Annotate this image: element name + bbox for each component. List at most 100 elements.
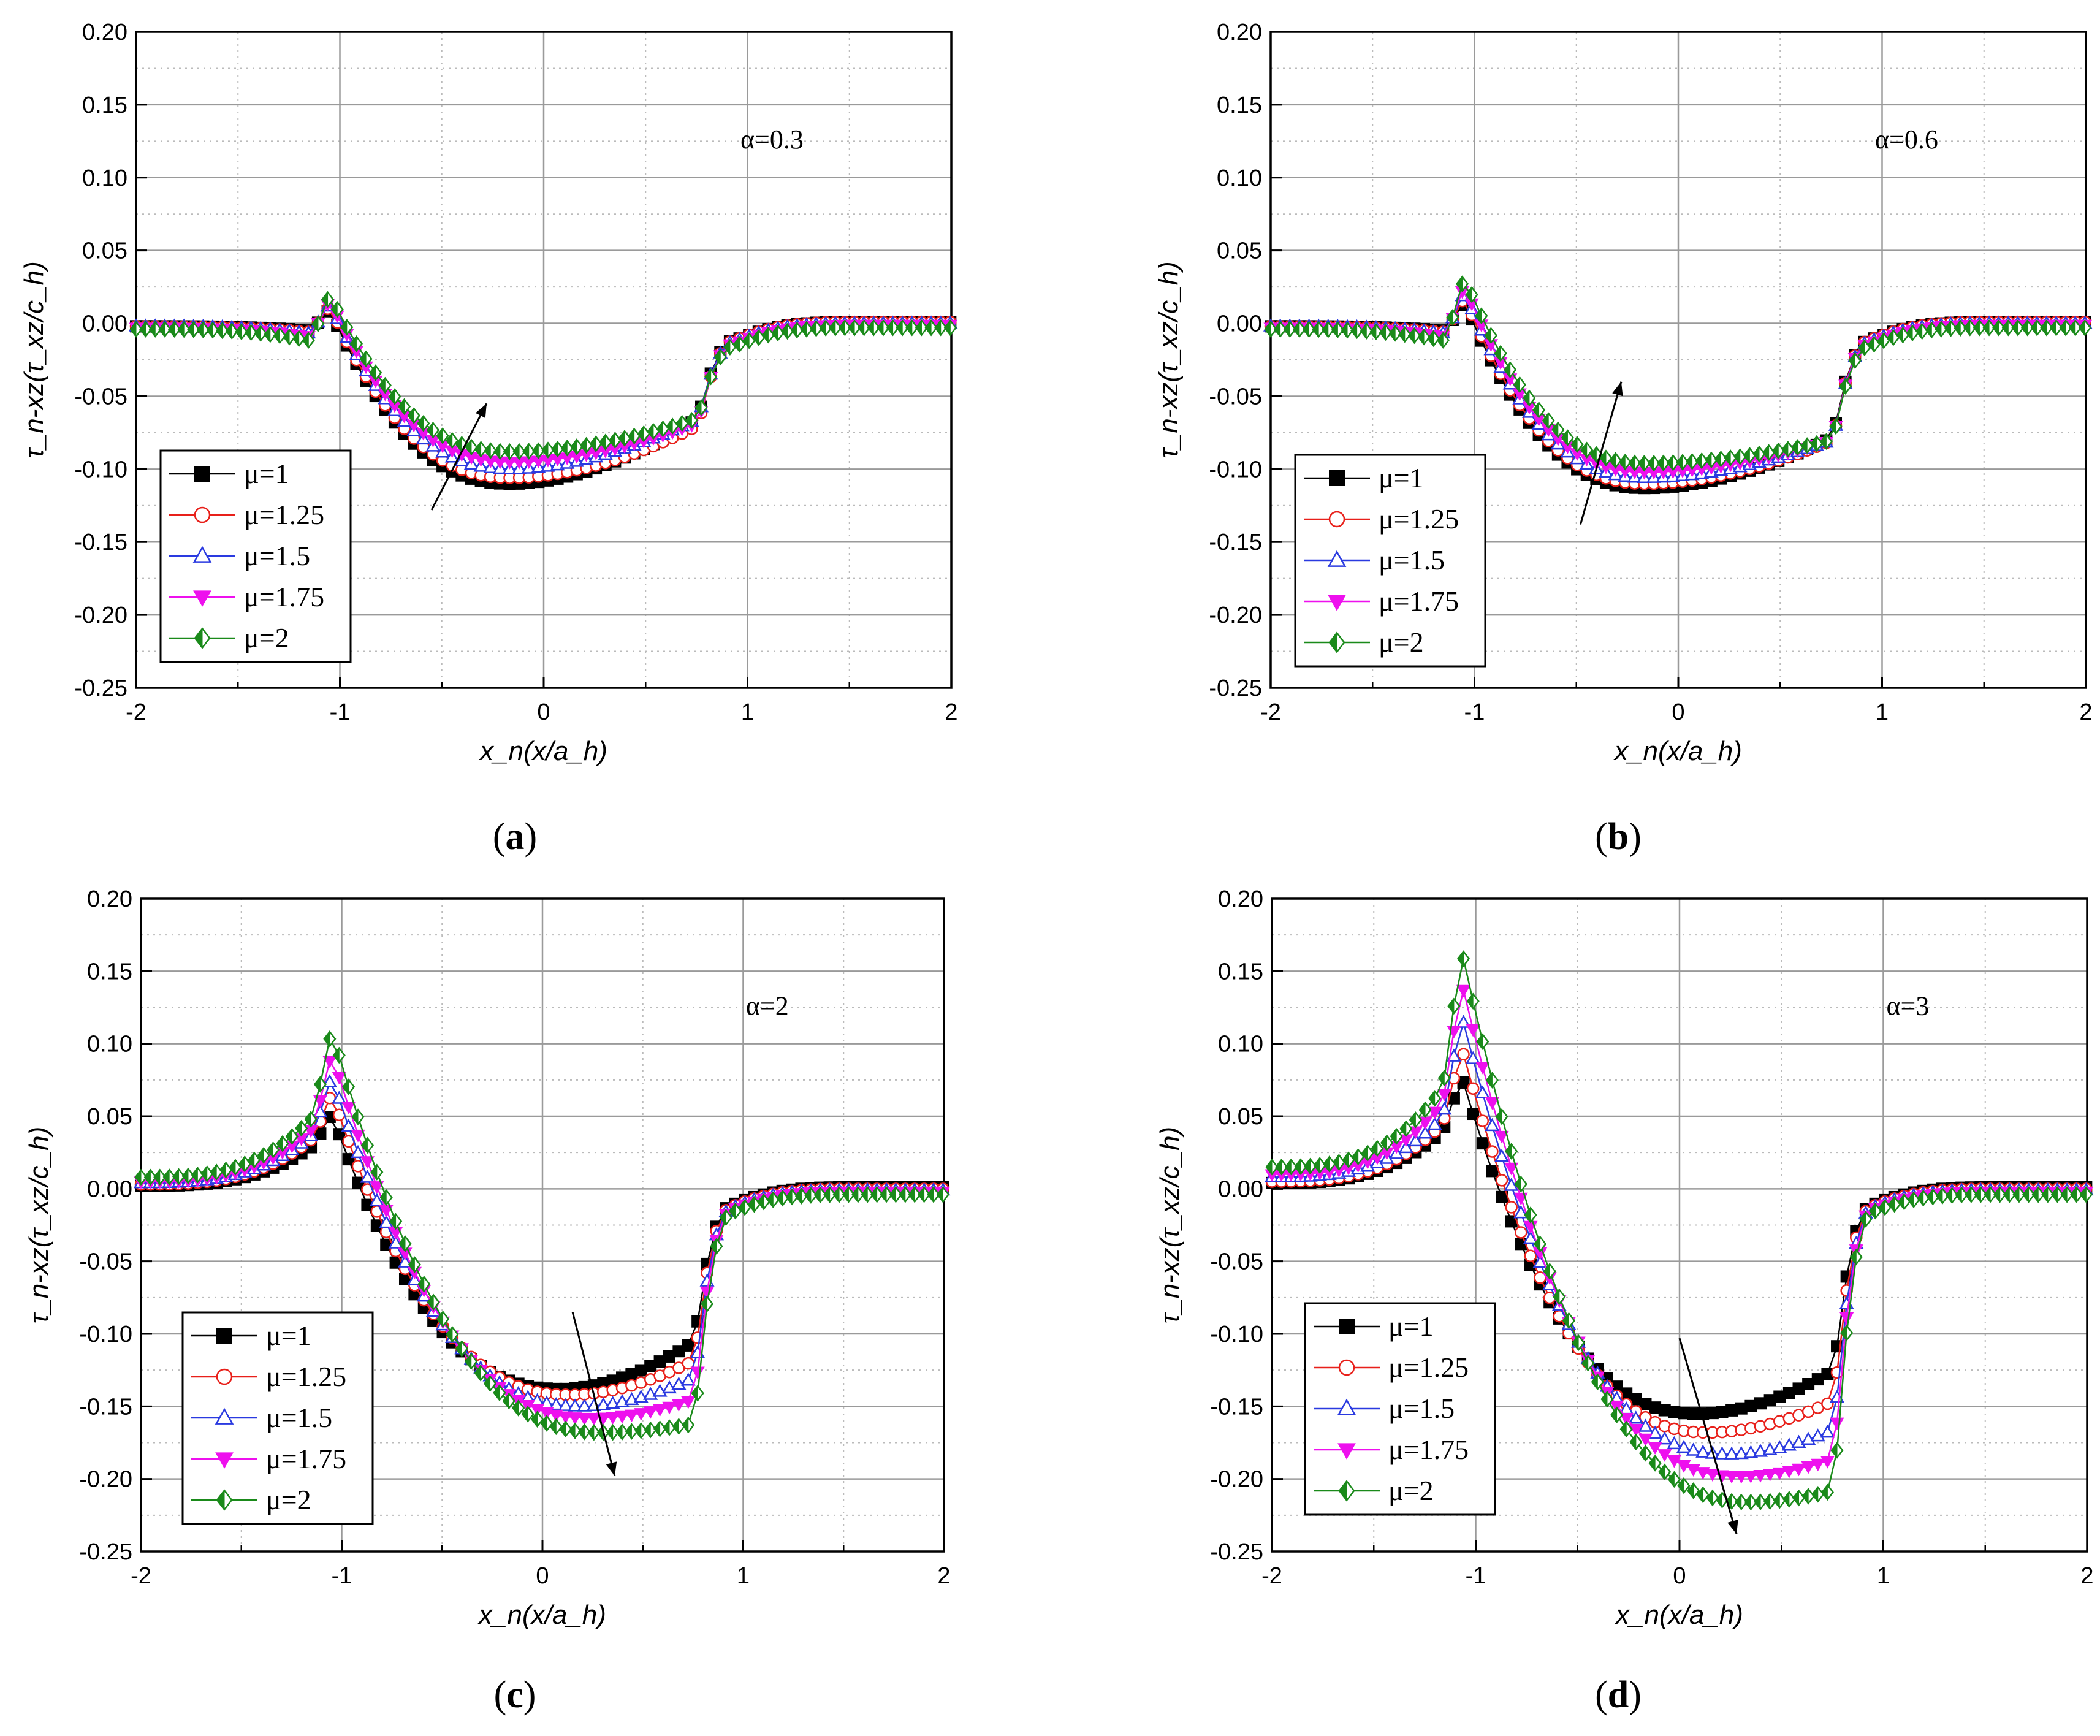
point-mu1 bbox=[342, 1153, 355, 1166]
point-mu2 bbox=[1677, 1477, 1691, 1494]
point-mu175 bbox=[615, 1410, 630, 1424]
point-mu2 bbox=[2049, 319, 2063, 337]
point-mu175 bbox=[1782, 1466, 1797, 1479]
point-mu175 bbox=[1437, 1089, 1451, 1102]
point-mu2 bbox=[1840, 1324, 1854, 1342]
point-mu125 bbox=[1505, 1201, 1518, 1214]
point-mu2 bbox=[332, 1046, 346, 1064]
point-mu2 bbox=[1619, 1420, 1633, 1438]
point-mu2 bbox=[1849, 1248, 1863, 1266]
legend-marker-mu2 bbox=[1338, 1480, 1355, 1502]
point-mu2 bbox=[408, 1256, 421, 1273]
legend: μ=1 μ=1.25 μ=1.5 μ=1.75 μ=2 bbox=[159, 449, 352, 663]
point-mu2 bbox=[1303, 1157, 1317, 1175]
alpha-annotation: α=0.6 bbox=[1875, 124, 1938, 154]
caption-a: (a) bbox=[492, 816, 538, 858]
point-mu2 bbox=[880, 1186, 893, 1203]
legend-item-mu125: μ=1.25 bbox=[1304, 503, 1459, 535]
point-mu2 bbox=[216, 322, 229, 340]
point-mu2 bbox=[257, 1147, 270, 1164]
point-mu2 bbox=[1820, 1483, 1834, 1501]
y-tick-label: 0.15 bbox=[1218, 959, 1263, 984]
legend-marker-mu2 bbox=[194, 627, 211, 649]
point-mu2 bbox=[1322, 321, 1335, 338]
point-mu2 bbox=[1437, 1069, 1451, 1087]
point-mu2 bbox=[474, 441, 488, 458]
point-mu2 bbox=[568, 1422, 582, 1439]
series-mu2 bbox=[1265, 950, 2093, 1511]
legend-label: μ=1.75 bbox=[266, 1443, 346, 1474]
point-mu2 bbox=[804, 1187, 818, 1204]
legend-item-mu125: μ=1.25 bbox=[191, 1361, 346, 1392]
point-mu175 bbox=[322, 1056, 337, 1068]
legend-label: μ=1.75 bbox=[244, 581, 324, 612]
point-mu2 bbox=[206, 321, 219, 339]
legend-item-mu1: μ=1 bbox=[1304, 462, 1424, 493]
point-mu2 bbox=[1754, 1493, 1767, 1510]
legend-label: μ=1.5 bbox=[244, 540, 310, 571]
chart-b: -2 -1 0 1 2 0.20 0.15 0.10 0.05 0.00 -0.05 -0.10 -0.… bbox=[1154, 20, 2093, 766]
point-mu2 bbox=[1763, 1493, 1777, 1510]
point-mu175 bbox=[1753, 1470, 1768, 1483]
point-mu2 bbox=[1638, 1444, 1653, 1462]
point-mu2 bbox=[1782, 1491, 1796, 1508]
point-mu2 bbox=[1494, 345, 1507, 362]
point-mu2 bbox=[915, 319, 929, 337]
y-tick-label: -0.20 bbox=[79, 1467, 132, 1493]
point-mu2 bbox=[378, 376, 392, 394]
point-mu175 bbox=[1428, 1106, 1442, 1120]
point-mu2 bbox=[889, 1186, 902, 1203]
y-tick-label: -0.25 bbox=[74, 676, 127, 701]
point-mu2 bbox=[838, 319, 852, 337]
point-mu2 bbox=[924, 319, 938, 337]
point-mu2 bbox=[139, 321, 153, 338]
point-mu2 bbox=[877, 319, 890, 337]
y-axis-title: τ_n-xz(τ_xz/c_h) bbox=[24, 1127, 54, 1323]
point-mu15 bbox=[661, 1380, 677, 1394]
caption-c: (c) bbox=[493, 1674, 536, 1716]
point-mu2 bbox=[446, 432, 459, 449]
point-mu2 bbox=[1514, 1175, 1527, 1193]
y-tick-label: -0.25 bbox=[1209, 676, 1262, 701]
point-mu175 bbox=[1839, 1312, 1854, 1325]
point-mu2 bbox=[1466, 992, 1480, 1010]
legend-label: μ=2 bbox=[1388, 1475, 1434, 1506]
x-tick-label: -2 bbox=[1261, 1563, 1282, 1589]
legend-label: μ=1.25 bbox=[1388, 1352, 1469, 1383]
point-mu125 bbox=[1476, 1114, 1489, 1127]
point-mu125 bbox=[1524, 1249, 1537, 1262]
axes: -2 -1 0 1 2 0.20 0.15 0.10 0.05 0.00 -0.05 -0.10 -0.… bbox=[74, 20, 957, 725]
legend-marker-mu175 bbox=[215, 1452, 234, 1469]
point-mu2 bbox=[560, 440, 574, 457]
legend-item-mu1: μ=1 bbox=[1314, 1311, 1434, 1342]
point-mu2 bbox=[1504, 361, 1517, 378]
point-mu2 bbox=[577, 1423, 592, 1441]
point-mu2 bbox=[2003, 1186, 2016, 1203]
point-mu175 bbox=[1772, 1467, 1787, 1480]
point-mu2 bbox=[1868, 1202, 1882, 1220]
point-mu2 bbox=[1436, 332, 1450, 349]
legend-marker-mu125 bbox=[194, 506, 211, 523]
point-mu2 bbox=[1752, 445, 1766, 463]
legend-marker-mu125 bbox=[216, 1368, 233, 1385]
series-mu2 bbox=[134, 1030, 949, 1441]
point-mu2 bbox=[691, 1385, 704, 1402]
trend-arrow bbox=[1579, 381, 1623, 525]
point-mu2 bbox=[465, 438, 478, 456]
legend-marker-mu1 bbox=[194, 466, 210, 482]
point-mu2 bbox=[1417, 329, 1431, 346]
point-mu175 bbox=[624, 1409, 639, 1423]
point-mu2 bbox=[819, 319, 832, 337]
axes: -2 -1 0 1 2 0.20 0.15 0.10 0.05 0.00 -0.05 -0.10 -0.… bbox=[79, 886, 950, 1589]
point-mu2 bbox=[1447, 997, 1461, 1015]
point-mu15 bbox=[360, 1170, 375, 1183]
y-tick-label: -0.10 bbox=[1209, 457, 1262, 482]
point-mu2 bbox=[2079, 1186, 2093, 1203]
point-mu2 bbox=[1551, 421, 1565, 438]
point-mu2 bbox=[1657, 454, 1670, 472]
point-mu15 bbox=[1494, 1149, 1510, 1162]
point-mu2 bbox=[1744, 1493, 1757, 1511]
point-mu2 bbox=[436, 1311, 450, 1328]
point-mu175 bbox=[1456, 984, 1471, 998]
caption-c-letter: c bbox=[506, 1674, 523, 1716]
